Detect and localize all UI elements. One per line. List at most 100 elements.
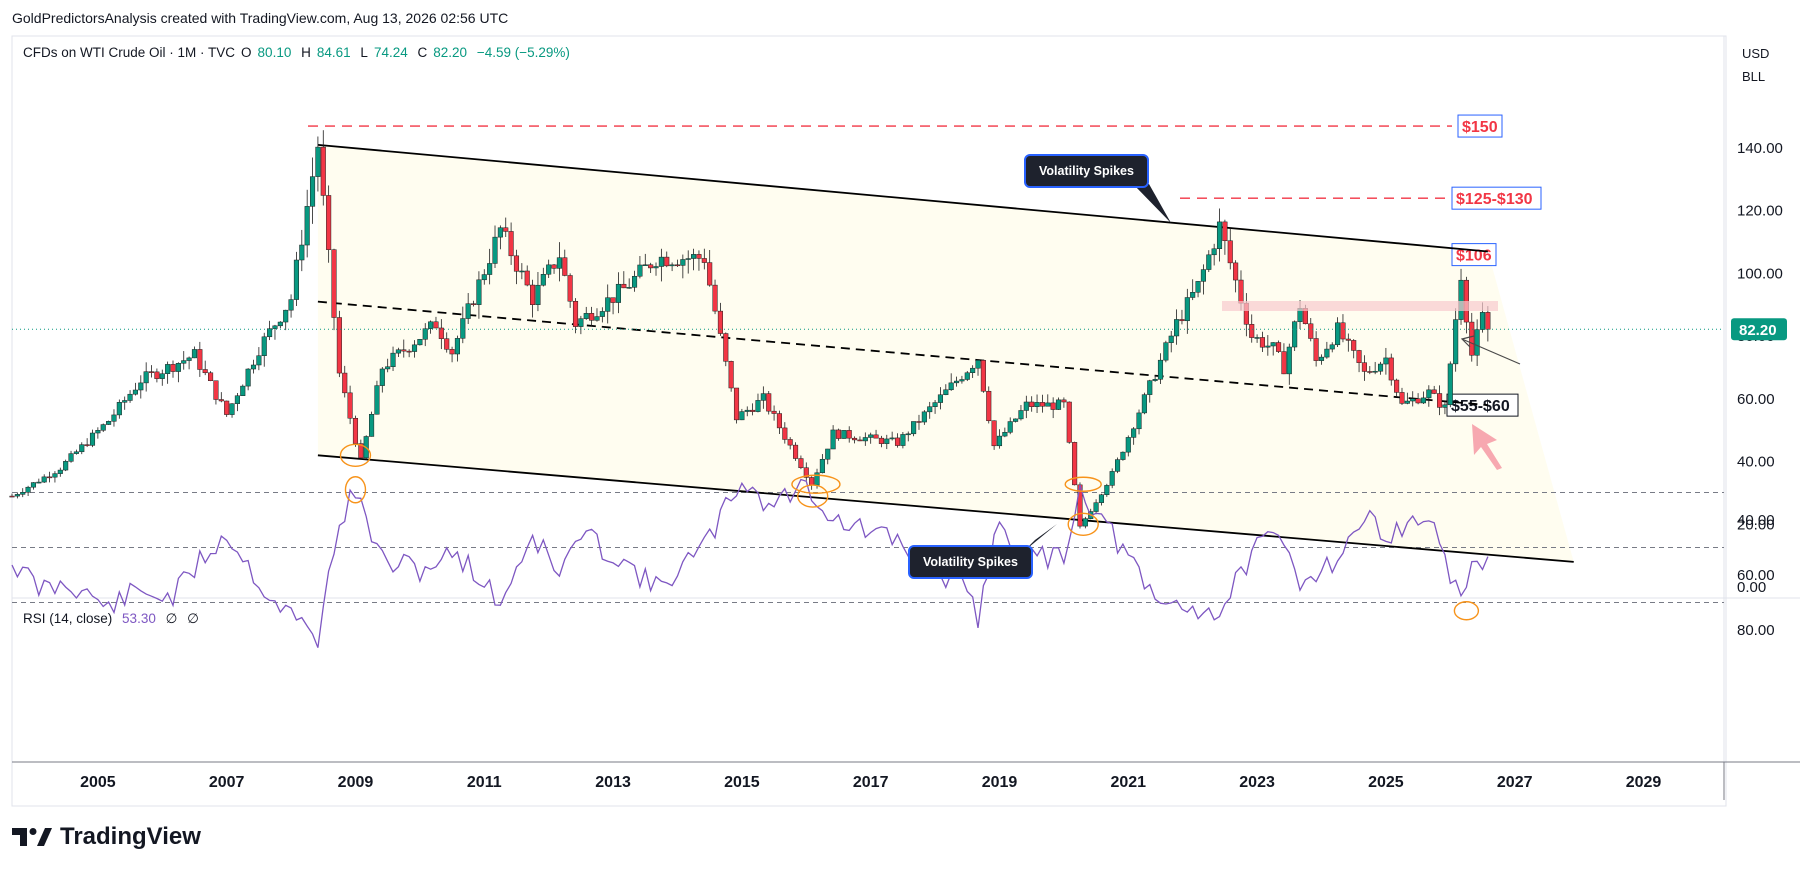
rsi-band-group — [12, 492, 1724, 603]
candle — [1286, 343, 1292, 385]
candle — [1361, 355, 1367, 381]
candle — [707, 250, 713, 287]
candle — [154, 368, 160, 383]
candle — [1115, 457, 1121, 474]
candle — [1082, 516, 1088, 529]
candle — [1276, 340, 1282, 353]
candle — [631, 270, 638, 292]
candle — [1131, 427, 1137, 445]
price-tick-60: 60.00 — [1737, 391, 1775, 408]
candle — [1415, 393, 1421, 405]
rsi-tick-60: 60.00 — [1737, 567, 1775, 584]
low-value: 74.24 — [373, 45, 408, 60]
candle — [309, 157, 316, 224]
rsi-value: 53.30 — [122, 611, 156, 626]
candle — [465, 293, 471, 325]
level-label-l150: $150 — [1457, 114, 1503, 138]
candle — [755, 393, 761, 413]
candle — [519, 263, 525, 280]
candle — [878, 435, 884, 448]
candle — [567, 273, 573, 308]
candle — [986, 386, 992, 424]
candle — [449, 346, 455, 363]
candle — [937, 387, 944, 410]
candle — [1431, 385, 1437, 395]
candle — [626, 278, 632, 289]
open-value: 80.10 — [257, 45, 292, 60]
candle — [460, 306, 466, 344]
candle — [1447, 361, 1453, 408]
candle — [272, 324, 278, 340]
candle — [1206, 250, 1212, 273]
candle — [352, 415, 359, 447]
highlight-circle — [344, 476, 367, 504]
time-tick-2021: 2021 — [1110, 774, 1146, 791]
currency-selector[interactable]: USD BLL — [1726, 38, 1806, 106]
time-tick-2029: 2029 — [1626, 774, 1662, 791]
candle — [546, 259, 552, 279]
candle — [658, 248, 664, 282]
candle — [852, 436, 858, 444]
high-label: H — [301, 45, 311, 60]
price-axis-ticks: 0.0020.0040.0060.0080.00100.00120.00140.… — [1731, 140, 1787, 596]
candle — [750, 403, 756, 416]
candle — [422, 323, 428, 347]
candle — [889, 431, 895, 441]
candle — [884, 434, 890, 450]
candle — [991, 420, 997, 450]
candle — [374, 380, 380, 415]
rsi-tick-80: 80.00 — [1737, 622, 1775, 639]
currency-unit-bll[interactable]: BLL — [1742, 69, 1766, 84]
rsi-tick-40: 40.00 — [1737, 512, 1775, 529]
candle — [728, 360, 734, 392]
candle — [487, 248, 493, 285]
time-tick-2009: 2009 — [338, 774, 374, 791]
symbol-label: CFDs on WTI Crude Oil · 1M · TVC — [23, 45, 236, 60]
candle — [1254, 334, 1260, 343]
highlight-circle — [791, 474, 841, 494]
candle — [841, 430, 847, 439]
candle — [621, 271, 627, 289]
candle — [9, 493, 15, 498]
highlight-circles — [339, 443, 1480, 621]
price-legend: CFDs on WTI Crude Oil · 1M · TVC O 80.10 H… — [23, 45, 576, 60]
candle — [1152, 375, 1158, 382]
tradingview-logo[interactable]: TradingView — [12, 823, 201, 851]
price-tick-120: 120.00 — [1737, 203, 1783, 220]
candle — [326, 185, 332, 263]
price-tick-0: 0.00 — [1737, 579, 1766, 596]
candle — [379, 367, 385, 393]
candle — [1249, 314, 1255, 343]
candle — [395, 347, 401, 357]
candle — [648, 262, 654, 273]
candle — [1410, 391, 1416, 407]
candle — [41, 474, 47, 484]
candle — [1340, 314, 1346, 343]
candle — [1093, 499, 1099, 515]
time-tick-2027: 2027 — [1497, 774, 1533, 791]
candle — [1179, 309, 1185, 325]
currency-unit-usd[interactable]: USD — [1742, 46, 1770, 61]
candle — [240, 384, 246, 396]
candle — [256, 347, 262, 371]
price-tick-100: 100.00 — [1737, 265, 1783, 282]
candle — [304, 189, 310, 258]
candle — [1335, 317, 1341, 347]
candle — [95, 427, 101, 439]
highlight-circle — [339, 443, 372, 467]
candle — [653, 262, 659, 276]
candle — [680, 254, 686, 279]
candle — [417, 338, 423, 346]
candle — [428, 320, 434, 334]
candle — [1318, 354, 1325, 365]
candle — [52, 471, 58, 483]
candle — [229, 403, 235, 418]
candle — [583, 306, 589, 320]
candle — [830, 425, 836, 450]
candle — [1372, 361, 1378, 375]
candle — [905, 431, 911, 442]
candles — [9, 130, 1491, 529]
time-tick-2013: 2013 — [595, 774, 631, 791]
candle — [1292, 320, 1298, 352]
